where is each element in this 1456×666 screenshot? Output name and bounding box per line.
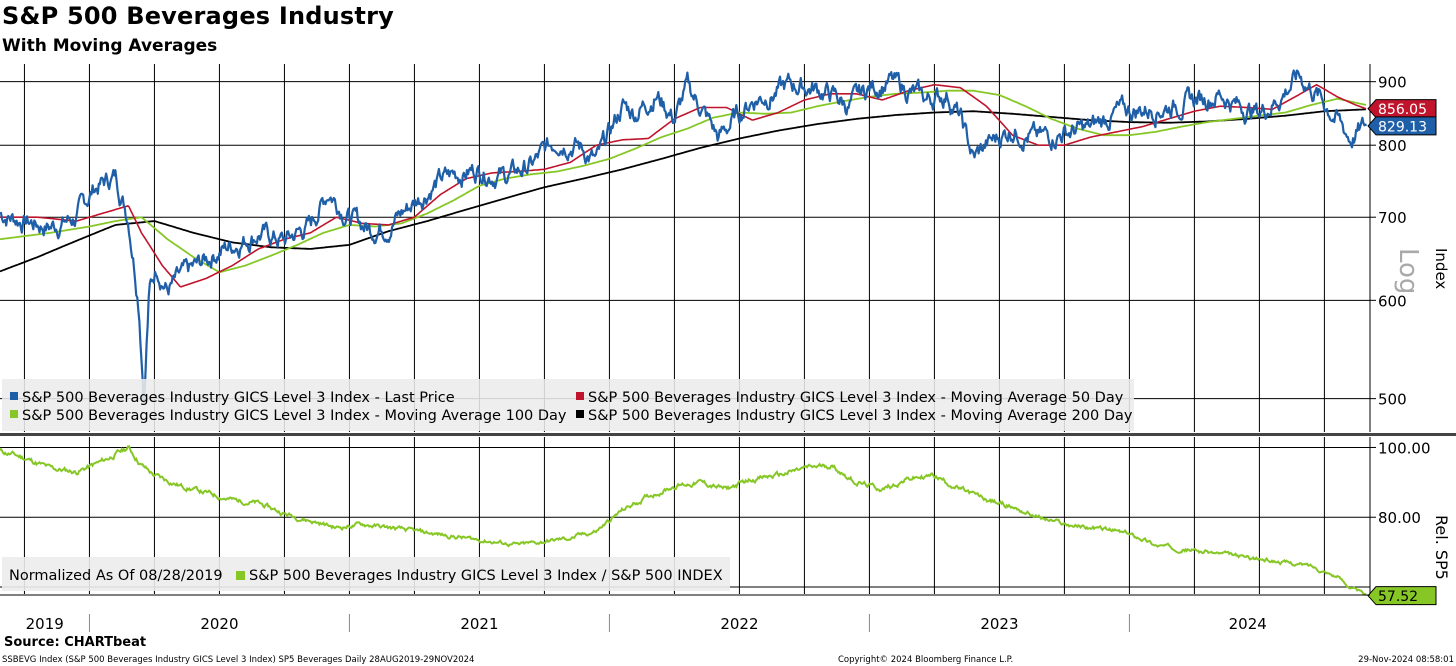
panel-separator <box>0 433 1456 436</box>
chart-title: S&P 500 Beverages Industry <box>2 2 394 30</box>
upper-y-tick-label: 500 <box>1378 391 1407 409</box>
x-year-label: 2024 <box>1229 615 1267 633</box>
legend-normalized-note: Normalized As Of 08/28/2019 <box>9 568 223 584</box>
x-year-label: 2019 <box>26 615 64 633</box>
series-ma200-line <box>0 108 1367 273</box>
series-ma100-line <box>0 89 1367 274</box>
legend-ma200: S&P 500 Beverages Industry GICS Level 3 … <box>588 408 1133 424</box>
lower-y-tick-label: 100.00 <box>1378 439 1431 457</box>
lower-series-group <box>0 445 1367 597</box>
source-note: Source: CHARTbeat <box>4 635 146 650</box>
legend-swatch-rel <box>236 571 245 580</box>
series-last-price-line <box>0 69 1368 405</box>
upper-legend-background <box>2 379 1134 431</box>
tag-rel-value-box <box>1367 586 1437 606</box>
lower-y-axis-label: Rel. SP5 <box>1432 515 1451 580</box>
upper-y-tick-label: 600 <box>1378 292 1407 310</box>
footer-ticker: SSBEVG Index (S&P 500 Beverages Industry… <box>2 655 474 665</box>
upper-y-axis: 500 600 700 800 900 <box>1370 74 1407 409</box>
series-rel-line <box>0 445 1367 597</box>
legend-rel: S&P 500 Beverages Industry GICS Level 3 … <box>249 568 723 584</box>
tag-last-price-value: 829.13 <box>1378 119 1427 135</box>
lower-y-tick-label: 80.00 <box>1378 509 1421 527</box>
legend-swatch-ma100 <box>10 410 18 418</box>
legend-swatch-ma50 <box>576 392 584 400</box>
upper-series-group <box>0 69 1368 405</box>
upper-y-axis-label: Index <box>1432 248 1450 289</box>
x-year-label: 2020 <box>200 615 238 633</box>
tag-rel-value: 57.52 <box>1378 589 1418 605</box>
upper-y-tick-label: 900 <box>1378 74 1407 92</box>
footer-copyright: Copyright© 2024 Bloomberg Finance L.P. <box>838 655 1013 665</box>
x-year-label: 2023 <box>980 615 1018 633</box>
upper-y-tick-label: 700 <box>1378 209 1407 227</box>
legend-swatch-last-price <box>10 392 18 400</box>
footer-timestamp: 29-Nov-2024 08:58:01 <box>1358 655 1454 665</box>
legend-last-price: S&P 500 Beverages Industry GICS Level 3 … <box>22 390 455 406</box>
upper-y-tick-label: 800 <box>1378 137 1407 155</box>
series-ma50-line <box>0 83 1367 288</box>
lower-legend-background <box>2 557 730 591</box>
tag-ma50-value: 856.05 <box>1378 102 1427 118</box>
lower-y-axis: 80.00 100.00 <box>1370 439 1431 527</box>
x-year-label: 2022 <box>720 615 758 633</box>
lower-gridlines <box>0 437 1371 594</box>
tag-ma50-value-box <box>1367 99 1437 119</box>
x-year-label: 2021 <box>460 615 498 633</box>
legend-ma100: S&P 500 Beverages Industry GICS Level 3 … <box>22 408 567 424</box>
legend-swatch-ma200 <box>576 410 584 418</box>
chart-subtitle: With Moving Averages <box>2 36 218 56</box>
tag-last-price-value-box <box>1367 116 1437 136</box>
legend-ma50: S&P 500 Beverages Industry GICS Level 3 … <box>588 390 1124 406</box>
log-scale-label: Log <box>1393 248 1423 294</box>
upper-gridlines <box>0 64 1371 432</box>
x-axis: 2019 2020 2021 2022 2023 2024 <box>26 614 1267 633</box>
